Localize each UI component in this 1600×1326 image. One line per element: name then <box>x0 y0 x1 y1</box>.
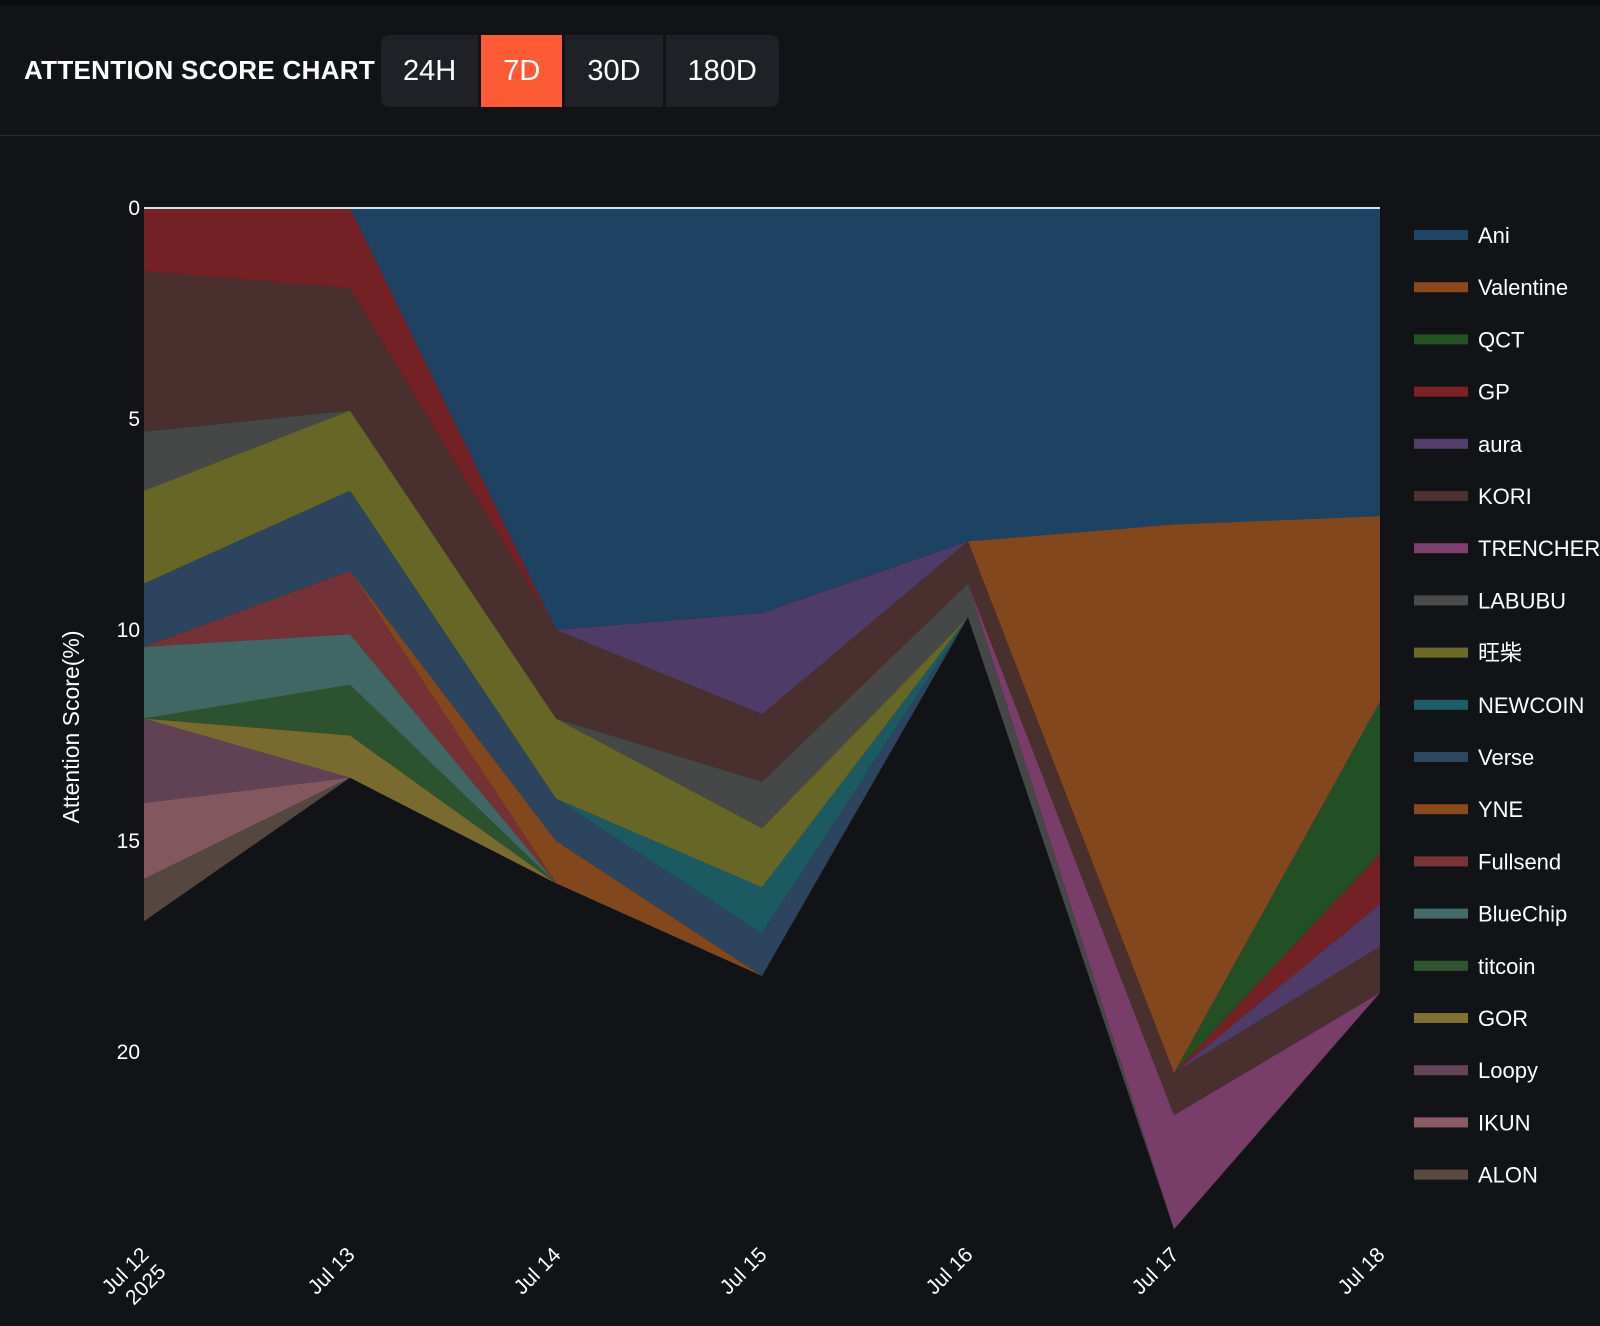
area-series <box>144 271 1380 1074</box>
area-series <box>144 271 1380 1116</box>
legend-label: BlueChip <box>1478 902 1567 927</box>
legend-item[interactable]: 旺柴 <box>1414 641 1522 666</box>
legend-item[interactable]: BlueChip <box>1414 902 1567 927</box>
legend-swatch <box>1414 595 1468 606</box>
y-tick-label: 15 <box>117 830 140 853</box>
legend-label: IKUN <box>1478 1110 1531 1135</box>
x-tick-label: Jul 122025 <box>98 1243 171 1316</box>
area-series <box>144 208 1380 1074</box>
legend-swatch <box>1414 230 1468 240</box>
legend-label: Loopy <box>1478 1058 1538 1083</box>
legend-swatch <box>1414 908 1468 919</box>
legend-swatch <box>1414 856 1468 867</box>
attention-score-chart: 0 5 10 15 20 Attention Score(%) Jul 122025 Jul … <box>58 197 1600 1316</box>
legend-item[interactable]: titcoin <box>1414 954 1535 979</box>
legend-label: 旺柴 <box>1478 641 1522 666</box>
legend-item[interactable]: QCT <box>1414 327 1524 352</box>
legend-label: Verse <box>1478 745 1534 770</box>
legend-label: Fullsend <box>1478 849 1561 874</box>
legend-swatch <box>1414 1013 1468 1023</box>
area-series <box>144 490 1380 1230</box>
top-border <box>0 0 1600 6</box>
legend-swatch <box>1414 647 1468 658</box>
legend-swatch <box>1414 386 1468 397</box>
legend-label: GP <box>1478 380 1510 405</box>
area-layer <box>144 208 1380 1230</box>
legend-swatch <box>1414 543 1468 554</box>
legend-label: Valentine <box>1478 275 1568 300</box>
legend-item[interactable]: aura <box>1414 432 1523 457</box>
x-tick-label: Jul 13 <box>304 1243 360 1299</box>
tab-24h[interactable]: 24H <box>381 34 479 107</box>
legend-swatch <box>1414 699 1468 710</box>
legend-swatch <box>1414 1065 1468 1076</box>
y-axis-label: Attention Score(%) <box>58 630 84 823</box>
legend-label: LABUBU <box>1478 588 1566 613</box>
legend-swatch <box>1414 960 1468 971</box>
x-tick-label: Jul 18 <box>1334 1243 1390 1299</box>
legend-label: ALON <box>1478 1163 1538 1188</box>
y-tick-label: 5 <box>128 408 140 431</box>
legend-swatch <box>1414 752 1468 762</box>
legend-swatch <box>1414 1117 1468 1128</box>
legend-swatch <box>1414 804 1468 815</box>
legend-label: QCT <box>1478 327 1524 352</box>
x-tick-label: Jul 14 <box>510 1243 566 1299</box>
area-series <box>144 570 1380 1230</box>
chart-title: ATTENTION SCORE CHART <box>24 55 376 85</box>
legend-item[interactable]: TRENCHER <box>1414 536 1600 561</box>
legend-item[interactable]: GOR <box>1414 1006 1528 1031</box>
y-tick-label: 20 <box>117 1041 140 1064</box>
legend-item[interactable]: NEWCOIN <box>1414 693 1584 718</box>
legend-label: NEWCOIN <box>1478 693 1584 718</box>
legend-label: aura <box>1478 432 1523 457</box>
x-tick-label: Jul 16 <box>922 1243 978 1299</box>
legend-label: GOR <box>1478 1006 1528 1031</box>
legend-item[interactable]: LABUBU <box>1414 588 1566 613</box>
legend-item[interactable]: Fullsend <box>1414 849 1561 874</box>
area-series <box>144 410 1380 1230</box>
x-tick-label: Jul 15 <box>716 1243 772 1299</box>
area-series <box>144 410 1380 1230</box>
legend-item[interactable]: GP <box>1414 380 1510 405</box>
legend-label: titcoin <box>1478 954 1535 979</box>
area-series <box>144 208 1380 1074</box>
legend-swatch <box>1414 282 1468 293</box>
legend-label: YNE <box>1478 797 1523 822</box>
legend-item[interactable]: ALON <box>1414 1163 1538 1188</box>
tab-7d[interactable]: 7D <box>481 34 563 107</box>
legend-item[interactable]: Ani <box>1414 223 1510 248</box>
legend-swatch <box>1414 491 1468 501</box>
legend-label: Ani <box>1478 223 1510 248</box>
tab-180d[interactable]: 180D <box>665 34 779 107</box>
timeframe-tabs: 24H 7D 30D 180D <box>381 34 782 107</box>
legend-item[interactable]: YNE <box>1414 797 1523 822</box>
legend-item[interactable]: Valentine <box>1414 275 1568 300</box>
legend-label: TRENCHER <box>1478 536 1600 561</box>
y-tick-label: 0 <box>128 197 140 220</box>
legend-item[interactable]: IKUN <box>1414 1110 1531 1135</box>
legend-item[interactable]: KORI <box>1414 484 1532 509</box>
area-series <box>144 208 1380 630</box>
legend-label: KORI <box>1478 484 1532 509</box>
legend: Ani Valentine QCT GP aura KORI TRENCHER LABUBU 旺… <box>1414 223 1600 1188</box>
area-series <box>144 617 1380 1230</box>
x-tick-label: Jul 17 <box>1128 1243 1184 1299</box>
legend-swatch <box>1414 1169 1468 1180</box>
tab-30d[interactable]: 30D <box>565 34 663 107</box>
legend-swatch <box>1414 438 1468 449</box>
legend-swatch <box>1414 334 1468 345</box>
chart-header: ATTENTION SCORE CHART 24H 7D 30D 180D <box>0 6 1600 136</box>
y-tick-label: 10 <box>117 619 140 642</box>
legend-item[interactable]: Verse <box>1414 745 1534 770</box>
legend-item[interactable]: Loopy <box>1414 1058 1538 1083</box>
